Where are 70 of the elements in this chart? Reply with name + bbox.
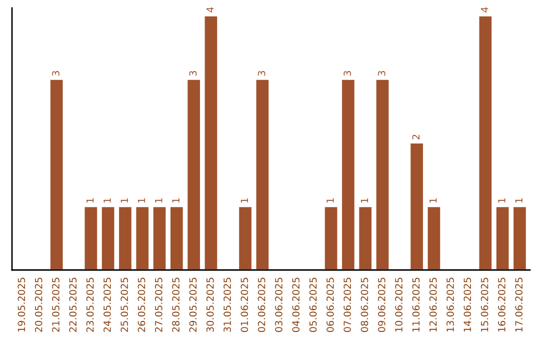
x-tick-label: 15.06.2025 bbox=[480, 278, 488, 332]
data-label: 3 bbox=[52, 71, 60, 76]
x-tick-label: 02.06.2025 bbox=[258, 278, 266, 332]
x-tick-label: 12.06.2025 bbox=[429, 278, 437, 332]
x-tick-label: 07.06.2025 bbox=[344, 278, 352, 332]
x-tick-label: 30.05.2025 bbox=[206, 278, 214, 332]
data-label: 1 bbox=[104, 198, 111, 203]
data-label: 3 bbox=[378, 71, 386, 76]
x-tick-label: 31.05.2025 bbox=[224, 278, 231, 332]
data-label: 1 bbox=[360, 198, 368, 203]
data-label: 1 bbox=[498, 198, 506, 203]
data-label: 3 bbox=[258, 71, 266, 76]
x-tick-label: 27.05.2025 bbox=[154, 278, 162, 332]
bar bbox=[118, 206, 133, 270]
x-tick-label: 05.06.2025 bbox=[309, 278, 317, 332]
data-label: 1 bbox=[240, 198, 248, 203]
data-label: 3 bbox=[189, 71, 197, 76]
x-tick-label: 03.06.2025 bbox=[275, 278, 282, 332]
data-label: 3 bbox=[344, 71, 352, 76]
bar bbox=[409, 142, 424, 270]
bar bbox=[358, 206, 373, 270]
bar bbox=[478, 14, 493, 270]
data-label: 1 bbox=[155, 198, 162, 203]
bar bbox=[186, 78, 202, 270]
data-label: 1 bbox=[326, 198, 334, 203]
bar bbox=[340, 78, 356, 270]
x-tick-label: 24.05.2025 bbox=[104, 278, 111, 332]
x-tick-label: 25.05.2025 bbox=[120, 278, 128, 332]
bar bbox=[152, 206, 168, 270]
data-label: 1 bbox=[120, 198, 128, 203]
bar bbox=[495, 206, 510, 270]
bar bbox=[238, 206, 253, 270]
x-tick-label: 28.05.2025 bbox=[172, 278, 180, 332]
x-tick-label: 19.05.2025 bbox=[18, 278, 26, 332]
x-tick-label: 11.06.2025 bbox=[412, 278, 420, 332]
bar bbox=[323, 206, 339, 270]
x-tick-label: 22.05.2025 bbox=[69, 278, 77, 332]
data-label: 1 bbox=[515, 198, 522, 203]
bar bbox=[203, 14, 219, 270]
x-tick-label: 01.06.2025 bbox=[240, 278, 248, 332]
x-tick-label: 21.05.2025 bbox=[52, 278, 60, 332]
x-tick-label: 20.05.2025 bbox=[34, 278, 42, 332]
x-tick-label: 26.05.2025 bbox=[138, 278, 146, 332]
bar bbox=[49, 78, 64, 270]
bar bbox=[100, 206, 116, 270]
x-tick-label: 17.06.2025 bbox=[515, 278, 523, 332]
x-tick-label: 16.06.2025 bbox=[498, 278, 506, 332]
data-label: 1 bbox=[172, 198, 180, 203]
data-label: 4 bbox=[481, 7, 488, 12]
bar bbox=[512, 206, 528, 270]
x-tick-label: 14.06.2025 bbox=[464, 278, 472, 332]
bar bbox=[426, 206, 442, 270]
data-label: 1 bbox=[86, 198, 94, 203]
data-label: 4 bbox=[206, 7, 214, 12]
bar bbox=[169, 206, 184, 270]
data-label: 1 bbox=[138, 198, 146, 203]
bar bbox=[83, 206, 98, 270]
x-tick-label: 09.06.2025 bbox=[378, 278, 386, 332]
x-tick-label: 29.05.2025 bbox=[189, 278, 197, 332]
data-label: 2 bbox=[412, 134, 420, 140]
bar bbox=[134, 206, 150, 270]
x-tick-label: 08.06.2025 bbox=[360, 278, 368, 332]
x-tick-label: 23.05.2025 bbox=[86, 278, 94, 332]
x-tick-label: 10.06.2025 bbox=[395, 278, 402, 332]
x-tick-label: 04.06.2025 bbox=[292, 278, 300, 332]
x-tick-label: 13.06.2025 bbox=[446, 278, 454, 332]
x-tick-label: 06.06.2025 bbox=[326, 278, 334, 332]
data-label: 1 bbox=[430, 198, 437, 203]
bar bbox=[374, 78, 390, 270]
bar bbox=[254, 78, 270, 270]
